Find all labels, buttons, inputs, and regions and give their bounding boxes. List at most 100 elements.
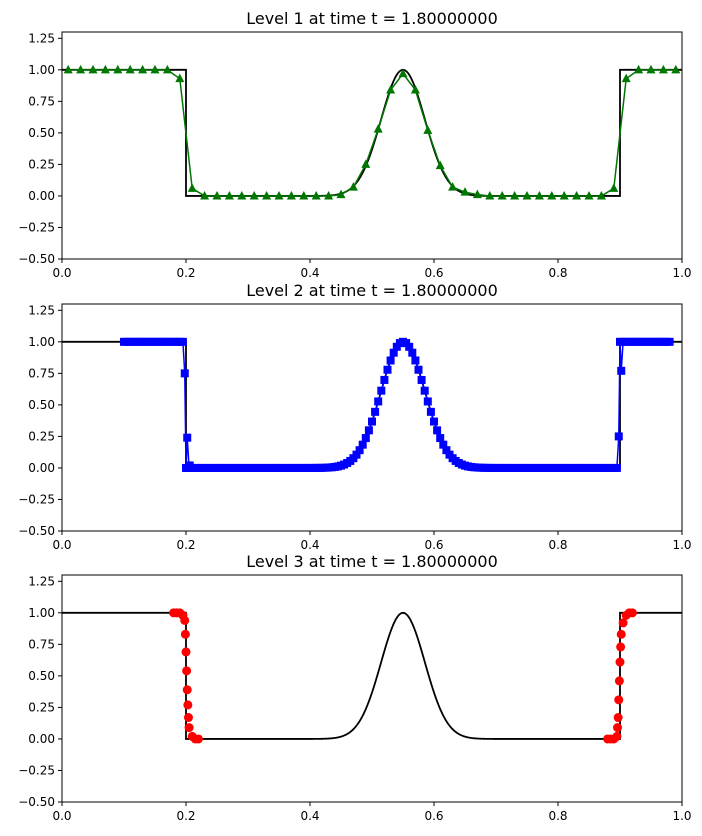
data-point-78 [352,450,361,459]
data-point-14 [193,734,203,744]
data-point-11 [200,190,210,200]
y-tick-label: 0.00 [28,189,55,203]
data-point-25 [373,124,383,133]
y-tick-label: −0.50 [18,252,55,266]
x-tick-label: 0.0 [52,266,71,280]
y-tick-label: 0.75 [28,94,55,108]
data-point-13 [224,190,234,200]
data-point-7 [182,666,192,676]
series-markers [169,608,637,744]
data-point-22 [614,676,624,686]
data-point-79 [355,446,364,455]
y-tick-label: −0.25 [18,220,55,234]
data-point-20 [311,190,321,200]
plot-area [62,337,682,472]
y-tick-label: 0.50 [28,669,55,683]
y-tick-label: 1.25 [28,303,55,317]
data-point-44 [609,183,619,192]
reference-curve [62,611,682,740]
y-tick-label: 1.25 [28,31,55,45]
series-markers [63,64,681,200]
data-point-46 [634,64,644,74]
plot-area [62,64,682,200]
series-markers [120,337,674,472]
y-tick-label: 1.25 [28,574,55,588]
data-point-48 [658,64,668,74]
x-tick-label: 1.0 [672,266,691,280]
data-point-35 [497,190,507,200]
data-point-27 [398,68,408,78]
data-point-17 [274,190,284,200]
x-tick-label: 0.0 [52,809,71,823]
data-point-40 [559,190,569,200]
data-point-33 [472,189,482,199]
data-point-21 [614,695,624,705]
data-point-81 [361,434,370,443]
data-point-36 [510,190,520,200]
y-tick-label: 0.25 [28,157,55,171]
data-point-9 [175,73,185,83]
data-point-8 [162,64,172,74]
data-point-22 [336,189,346,199]
x-tick-label: 0.4 [300,538,319,552]
data-point-10 [187,183,197,192]
x-tick-label: 0.2 [176,266,195,280]
data-point-163 [614,432,623,441]
data-point-90 [389,348,398,357]
x-tick-label: 0.2 [176,809,195,823]
data-point-23 [615,657,625,667]
data-point-104 [433,426,442,435]
chart-panel-2: 0.0 0.2 0.4 0.6 0.8 1.0 −0.50 −0.25 0.00 0.25 0.50… [18,303,691,552]
x-tick-label: 0.8 [548,266,567,280]
data-point-18 [286,190,296,200]
y-tick-label: 0.00 [28,732,55,746]
data-point-25 [616,629,626,639]
x-tick-label: 0.8 [548,809,567,823]
chart-panel-3: 0.0 0.2 0.4 0.6 0.8 1.0 −0.50 −0.25 0.00 0.25 0.50… [18,574,691,823]
x-tick-label: 0.6 [424,538,443,552]
data-point-29 [627,608,637,618]
x-tick-label: 0.6 [424,266,443,280]
axes-frame [61,31,683,260]
axes-frame [61,574,683,803]
x-tick-label: 0.2 [176,538,195,552]
panel-title-2: Level 2 at time t = 1.80000000 [246,281,498,300]
y-tick-label: 1.00 [28,63,55,77]
data-point-5 [180,629,190,639]
data-point-12 [212,190,222,200]
data-point-19 [613,723,623,733]
data-point-107 [442,446,451,455]
data-point-6 [181,647,191,657]
y-tick-label: 0.50 [28,126,55,140]
data-point-19 [178,337,187,346]
axes-frame [61,303,683,532]
y-tick-label: 0.75 [28,366,55,380]
data-point-5 [125,64,135,74]
data-point-29 [423,125,433,134]
data-point-26 [386,85,396,94]
y-tick-label: 0.75 [28,637,55,651]
y-tick-label: 0.50 [28,398,55,412]
data-point-28 [410,85,420,94]
data-point-97 [411,356,420,365]
panel-title-3: Level 3 at time t = 1.80000000 [246,552,498,571]
data-point-96 [408,348,417,357]
y-tick-label: −0.50 [18,795,55,809]
data-point-95 [405,342,414,351]
x-tick-label: 0.6 [424,809,443,823]
data-point-22 [183,433,192,442]
data-point-41 [572,190,582,200]
data-point-6 [138,64,148,74]
data-point-11 [184,723,194,733]
data-point-8 [182,685,192,695]
data-point-18 [612,731,622,741]
data-point-99 [417,375,426,384]
data-point-30 [435,160,445,170]
x-tick-label: 1.0 [672,809,691,823]
data-point-87 [380,375,389,384]
data-point-83 [368,417,376,426]
data-point-10 [183,713,193,723]
data-point-98 [414,365,423,374]
data-point-45 [621,73,631,83]
